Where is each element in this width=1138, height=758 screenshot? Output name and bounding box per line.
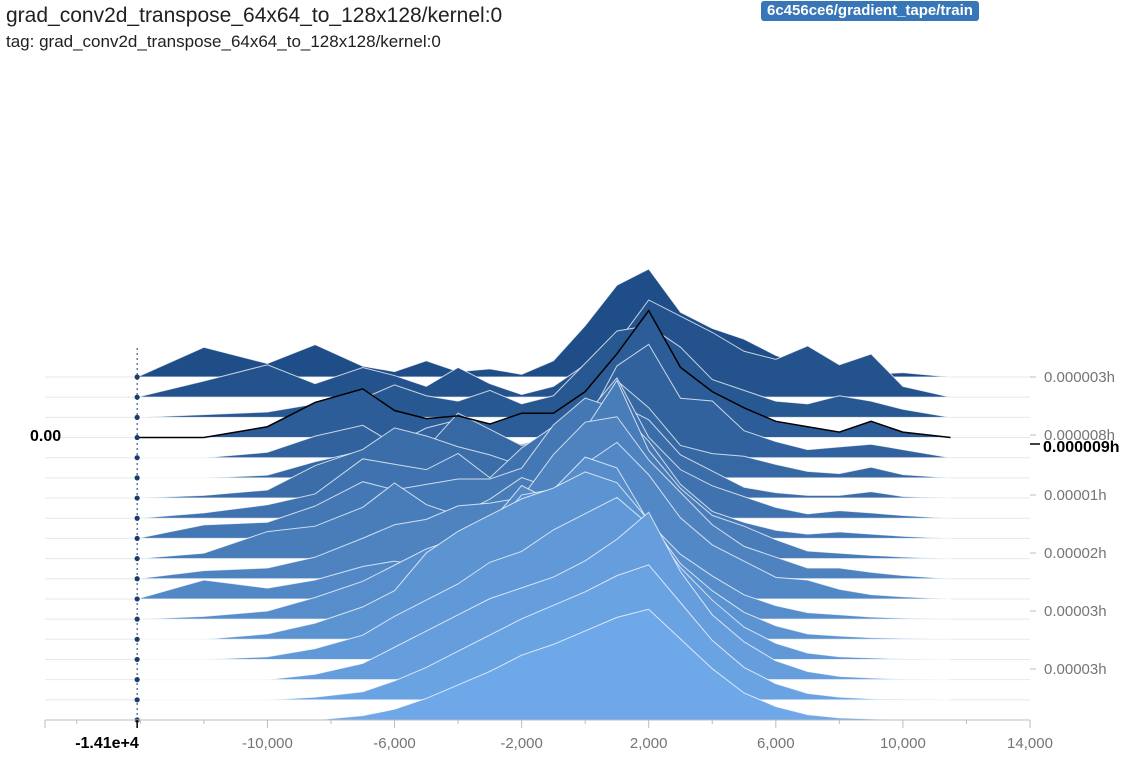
hover-point	[134, 374, 140, 380]
histogram-step	[137, 343, 951, 459]
y-tick-label: 0.000003h	[1044, 369, 1115, 386]
histogram-ridges	[136, 268, 951, 721]
x-tick-label: 2,000	[630, 735, 668, 752]
hover-point	[134, 394, 140, 400]
y-axis: 0.000003h 0.000008h 0.00001h 0.00002h 0.0000…	[1030, 369, 1115, 678]
hover-count-label: 0.00	[30, 428, 61, 445]
x-axis: -10,000 -6,000 -2,000 2,000 6,000 10,000 14,00…	[44, 719, 1053, 752]
hover-point	[134, 475, 140, 481]
hover-point	[134, 555, 140, 562]
x-tick-label: -10,000	[242, 735, 293, 752]
chart-title: grad_conv2d_transpose_64x64_to_128x128/k…	[6, 4, 503, 27]
histogram-step	[137, 496, 951, 660]
hover-point	[134, 677, 140, 683]
hover-point	[134, 697, 140, 703]
hover-x-label: -1.41e+4	[75, 735, 139, 752]
hover-point	[134, 596, 140, 602]
y-tick-label: 0.00002h	[1044, 545, 1107, 562]
histogram-step	[137, 299, 951, 398]
x-tick-label: 14,000	[1007, 735, 1053, 752]
hover-point	[134, 535, 140, 542]
y-tick-label: 0.000008h	[1044, 427, 1115, 444]
histogram-step	[137, 511, 951, 681]
x-tick-label: 6,000	[757, 735, 795, 752]
hover-guide	[134, 348, 140, 723]
hover-point	[134, 434, 140, 441]
hover-point	[134, 616, 140, 622]
x-tick-label: 10,000	[880, 735, 926, 752]
run-badge[interactable]: 6c456ce6/gradient_tape/train	[761, 1, 979, 21]
hover-point	[134, 515, 140, 521]
histogram-step	[137, 608, 951, 721]
histogram-step	[137, 564, 951, 701]
highlight-outline	[137, 309, 951, 439]
x-tick-label: -2,000	[500, 735, 543, 752]
x-tick-label: -6,000	[373, 735, 416, 752]
hover-point	[134, 455, 140, 461]
y-tick-label: 0.00001h	[1044, 487, 1107, 504]
hover-point	[134, 414, 140, 420]
hover-point	[134, 576, 140, 582]
y-tick-label: 0.00003h	[1044, 661, 1107, 678]
y-tick-label: 0.00003h	[1044, 603, 1107, 620]
hover-point	[134, 495, 140, 501]
hover-point	[134, 636, 140, 642]
hover-step-label: 0.000009h	[1043, 439, 1120, 456]
highlighted-step	[137, 309, 1040, 445]
hover-point	[134, 656, 140, 663]
chart-tag: tag: grad_conv2d_transpose_64x64_to_128x…	[6, 32, 441, 51]
